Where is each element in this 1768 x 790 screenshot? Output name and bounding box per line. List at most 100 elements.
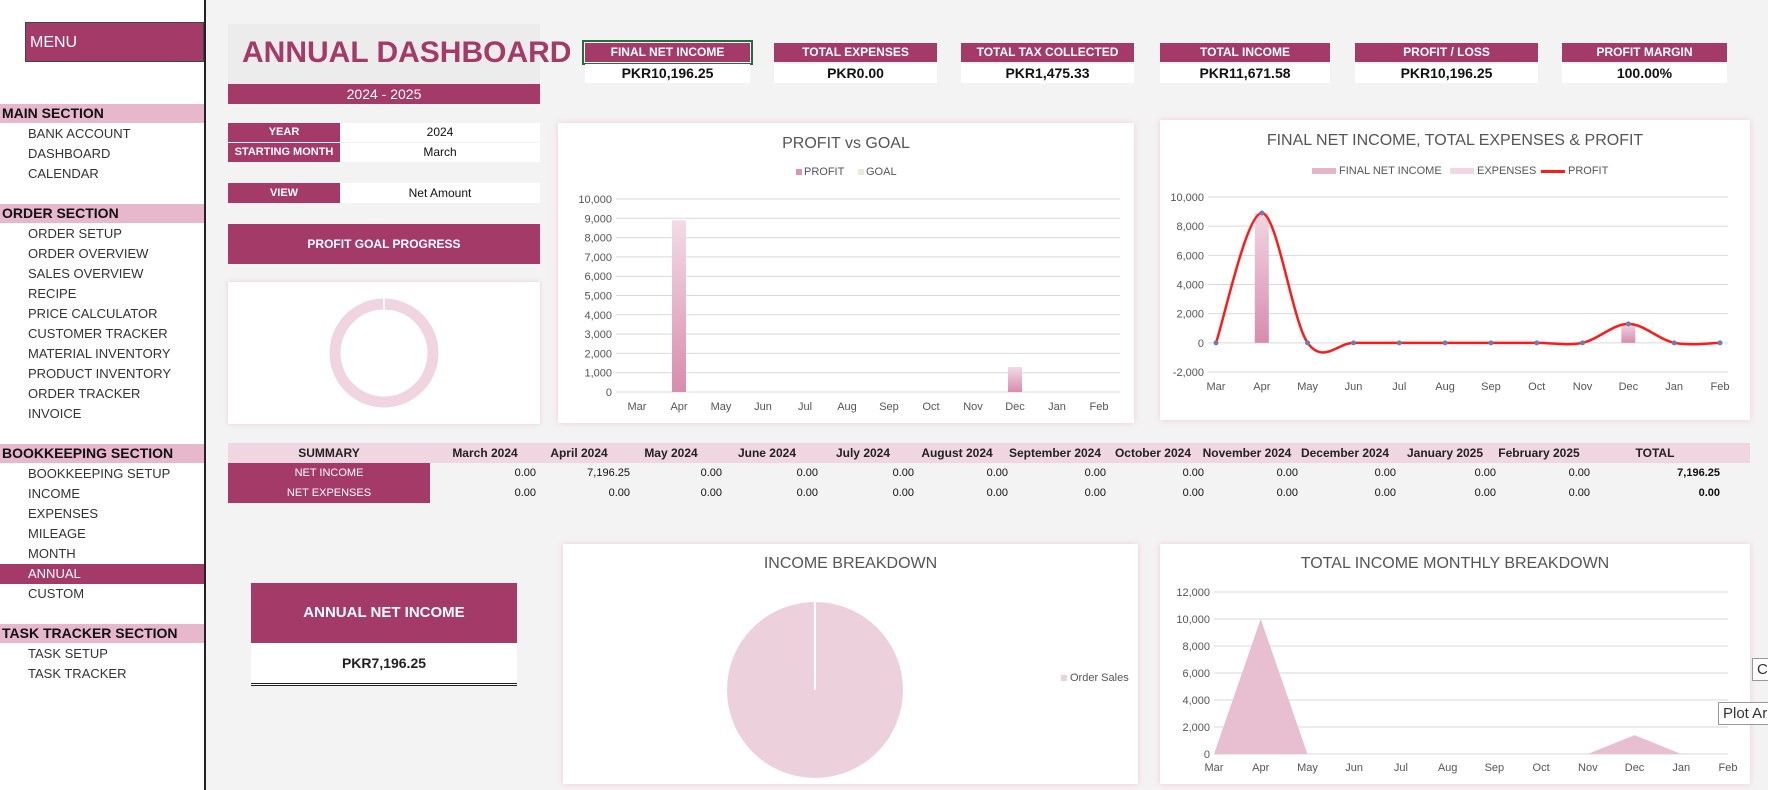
summary-cell[interactable]: 0.00 bbox=[1474, 467, 1496, 479]
profit-goal-progress-button[interactable]: PROFIT GOAL PROGRESS bbox=[228, 224, 540, 264]
profit-point[interactable] bbox=[1671, 340, 1677, 346]
year-value[interactable]: 2024 bbox=[340, 123, 540, 142]
summary-cell[interactable]: 0.00 bbox=[1474, 487, 1496, 499]
profit-point[interactable] bbox=[1213, 340, 1219, 346]
y-tick-label: 8,000 bbox=[584, 233, 612, 245]
summary-cell[interactable]: 0.00 bbox=[796, 487, 818, 499]
sidebar-item-task-tracker[interactable]: TASK TRACKER bbox=[28, 666, 127, 681]
summary-cell[interactable]: 0.00 bbox=[514, 467, 536, 479]
legend-expenses: EXPENSES bbox=[1450, 165, 1536, 177]
summary-cell[interactable]: 0.00 bbox=[700, 467, 722, 479]
profit-bar[interactable] bbox=[672, 220, 686, 392]
sidebar-item-income[interactable]: INCOME bbox=[28, 486, 80, 501]
profit-point[interactable] bbox=[1259, 210, 1265, 216]
year-label: YEAR bbox=[228, 123, 340, 142]
profit-vs-goal-panel[interactable]: PROFIT vs GOAL PROFIT GOAL 10,000 9,000 8,… bbox=[558, 123, 1134, 423]
summary-cell[interactable]: 0.00 bbox=[1182, 467, 1204, 479]
kpi-value[interactable]: PKR10,196.25 bbox=[1355, 64, 1538, 83]
y-tick-label: 6,000 bbox=[1182, 668, 1210, 680]
sidebar-item-bookkeeping-setup[interactable]: BOOKKEEPING SETUP bbox=[28, 466, 171, 481]
summary-cell[interactable]: 7,196.25 bbox=[587, 467, 630, 479]
sidebar-item-order-overview[interactable]: ORDER OVERVIEW bbox=[28, 246, 149, 261]
kpi-value[interactable]: 100.00% bbox=[1562, 64, 1727, 83]
summary-cell[interactable]: 0.00 bbox=[700, 487, 722, 499]
sidebar-item-custom[interactable]: CUSTOM bbox=[28, 586, 85, 601]
profit-line[interactable] bbox=[1214, 211, 1721, 354]
sidebar-item-recipe[interactable]: RECIPE bbox=[28, 286, 77, 301]
y-tick-label: 7,000 bbox=[584, 252, 612, 264]
annual-net-income-label: ANNUAL NET INCOME bbox=[251, 583, 517, 643]
sidebar-item-material-inventory[interactable]: MATERIAL INVENTORY bbox=[28, 346, 171, 361]
kpi-value[interactable]: PKR10,196.25 bbox=[585, 64, 750, 83]
summary-cell[interactable]: 0.00 bbox=[986, 487, 1008, 499]
sidebar-item-order-setup[interactable]: ORDER SETUP bbox=[28, 226, 122, 241]
sidebar-item-month[interactable]: MONTH bbox=[28, 546, 76, 561]
summary-cell[interactable]: 0.00 bbox=[1698, 487, 1720, 499]
summary-cell[interactable]: 0.00 bbox=[796, 467, 818, 479]
legend-goal-label: GOAL bbox=[866, 166, 897, 178]
summary-column-header: September 2024 bbox=[1008, 446, 1102, 460]
view-value[interactable]: Net Amount bbox=[340, 183, 540, 203]
summary-cell[interactable]: 0.00 bbox=[1374, 487, 1396, 499]
sidebar-item-bank-account[interactable]: BANK ACCOUNT bbox=[28, 126, 131, 141]
kpi-value[interactable]: PKR11,671.58 bbox=[1160, 64, 1330, 83]
profit-point[interactable] bbox=[1442, 340, 1448, 346]
total-income-monthly-panel[interactable]: TOTAL INCOME MONTHLY BREAKDOWN 12,000 10,… bbox=[1160, 544, 1750, 784]
profit-point[interactable] bbox=[1488, 340, 1494, 346]
summary-cell[interactable]: 7,196.25 bbox=[1677, 467, 1720, 479]
menu-button[interactable]: MENU bbox=[25, 22, 204, 62]
summary-row-label: NET INCOME bbox=[228, 463, 430, 483]
x-tick-label: Apr bbox=[1253, 381, 1270, 393]
profit-point[interactable] bbox=[1305, 340, 1311, 346]
summary-cell[interactable]: 0.00 bbox=[1276, 487, 1298, 499]
starting-month-value[interactable]: March bbox=[340, 143, 540, 162]
summary-cell[interactable]: 0.00 bbox=[1182, 487, 1204, 499]
profit-point[interactable] bbox=[1580, 340, 1586, 346]
profit-point[interactable] bbox=[1396, 340, 1402, 346]
y-tick-label: 2,000 bbox=[1176, 309, 1204, 321]
chart-title: PROFIT vs GOAL bbox=[782, 135, 910, 152]
summary-cell[interactable]: 0.00 bbox=[1568, 487, 1590, 499]
kpi-label: PROFIT MARGIN bbox=[1562, 43, 1727, 62]
summary-cell[interactable]: 0.00 bbox=[986, 467, 1008, 479]
sidebar-item-customer-tracker[interactable]: CUSTOMER TRACKER bbox=[28, 326, 168, 341]
sidebar-item-expenses[interactable]: EXPENSES bbox=[28, 506, 99, 521]
profit-point[interactable] bbox=[1717, 340, 1723, 346]
sidebar-item-product-inventory[interactable]: PRODUCT INVENTORY bbox=[28, 366, 172, 381]
summary-cell[interactable]: 0.00 bbox=[892, 487, 914, 499]
profit-point[interactable] bbox=[1625, 321, 1631, 327]
summary-cell[interactable]: 0.00 bbox=[608, 487, 630, 499]
sidebar-item-dashboard[interactable]: DASHBOARD bbox=[28, 146, 111, 161]
summary-column-header: March 2024 bbox=[452, 446, 518, 460]
kpi-value[interactable]: PKR1,475.33 bbox=[961, 64, 1134, 83]
summary-cell[interactable]: 0.00 bbox=[1276, 467, 1298, 479]
summary-header-label: SUMMARY bbox=[298, 446, 360, 460]
summary-cell[interactable]: 0.00 bbox=[1084, 467, 1106, 479]
profit-goal-donut-panel bbox=[228, 282, 540, 424]
y-tick-label: 4,000 bbox=[1182, 695, 1210, 707]
sidebar-item-price-calculator[interactable]: PRICE CALCULATOR bbox=[28, 306, 158, 321]
sidebar-item-annual[interactable]: ANNUAL bbox=[0, 564, 204, 584]
profit-vs-goal-chart: 10,000 9,000 8,000 7,000 6,000 5,000 4,000 3,00… bbox=[578, 194, 1120, 413]
profit-point[interactable] bbox=[1534, 340, 1540, 346]
sidebar-item-task-setup[interactable]: TASK SETUP bbox=[28, 646, 108, 661]
summary-cell[interactable]: 0.00 bbox=[892, 467, 914, 479]
final-net-income-bar[interactable] bbox=[1254, 213, 1269, 343]
income-area[interactable] bbox=[1214, 619, 1728, 754]
kpi-value[interactable]: PKR0.00 bbox=[774, 64, 937, 83]
summary-cell[interactable]: 0.00 bbox=[1568, 467, 1590, 479]
sidebar-item-invoice[interactable]: INVOICE bbox=[28, 406, 82, 421]
sidebar-item-sales-overview[interactable]: SALES OVERVIEW bbox=[28, 266, 144, 281]
profit-point[interactable] bbox=[1350, 340, 1356, 346]
final-net-income-bar[interactable] bbox=[1621, 323, 1636, 343]
sidebar-item-order-tracker[interactable]: ORDER TRACKER bbox=[28, 386, 141, 401]
summary-cell[interactable]: 0.00 bbox=[514, 487, 536, 499]
income-breakdown-panel[interactable]: INCOME BREAKDOWN Order Sales bbox=[563, 544, 1138, 784]
legend-profit-swatch bbox=[1541, 169, 1565, 173]
sidebar-item-mileage[interactable]: MILEAGE bbox=[28, 526, 86, 541]
summary-cell[interactable]: 0.00 bbox=[1374, 467, 1396, 479]
net-income-expenses-profit-panel[interactable]: FINAL NET INCOME, TOTAL EXPENSES & PROFI… bbox=[1160, 120, 1750, 420]
sidebar-item-calendar[interactable]: CALENDAR bbox=[28, 166, 99, 181]
profit-bar[interactable] bbox=[1008, 366, 1022, 392]
summary-cell[interactable]: 0.00 bbox=[1084, 487, 1106, 499]
